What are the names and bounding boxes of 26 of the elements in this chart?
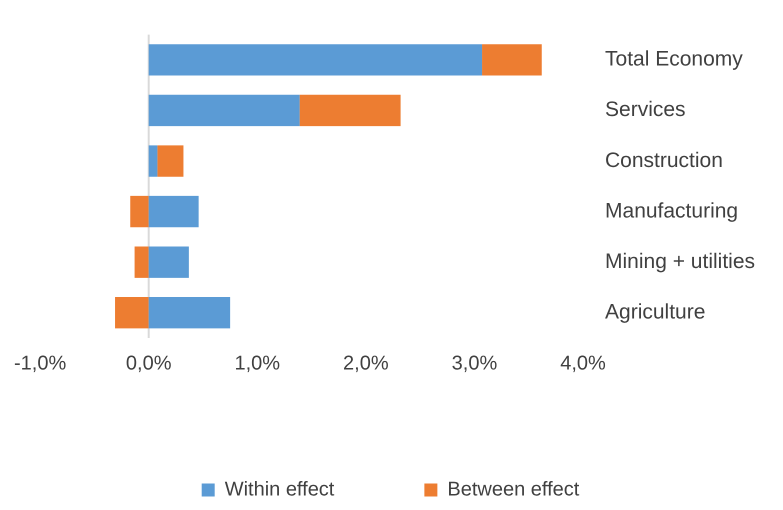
y-tick-label: Agriculture: [605, 300, 706, 324]
x-tick-label: 3,0%: [452, 352, 498, 375]
x-tick-label: 1,0%: [234, 352, 280, 375]
legend-label: Between effect: [447, 478, 580, 501]
x-tick-label: 4,0%: [560, 352, 606, 375]
bar: [148, 246, 189, 278]
y-tick-label: Construction: [605, 148, 723, 172]
bar: [115, 297, 149, 328]
bar: [130, 196, 149, 228]
bar: [157, 145, 184, 177]
y-tick-label: Manufacturing: [605, 199, 738, 222]
bar: [482, 44, 542, 76]
x-tick-label: 2,0%: [343, 352, 389, 375]
bar: [148, 297, 230, 328]
x-tick-label: 0,0%: [126, 352, 172, 375]
bar: [148, 94, 300, 126]
y-tick-label: Total Economy: [605, 48, 744, 71]
legend-label: Within effect: [224, 478, 335, 501]
y-tick-label: Mining + utilities: [605, 250, 755, 273]
bar: [300, 94, 401, 126]
y-tick-label: Services: [605, 98, 686, 122]
bar: [148, 196, 199, 228]
bar: [134, 246, 149, 278]
bar: [148, 145, 158, 177]
bar: [148, 44, 482, 76]
x-tick-label: -1,0%: [14, 352, 66, 375]
